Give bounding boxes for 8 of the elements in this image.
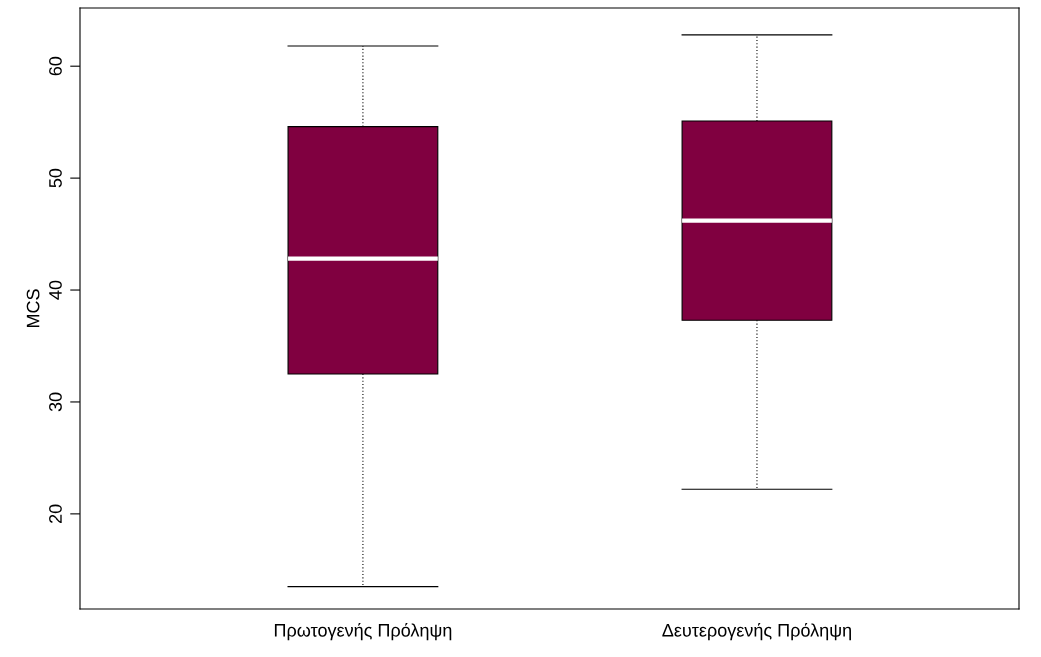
y-tick-label: 40 bbox=[49, 280, 62, 300]
x-tick-label: Πρωτογενής Πρόληψη bbox=[274, 622, 452, 641]
y-tick-label: 50 bbox=[49, 168, 62, 188]
y-tick-label: 60 bbox=[49, 56, 62, 76]
y-tick-label: 20 bbox=[49, 504, 62, 523]
x-tick-label: Δευτερογενής Πρόληψη bbox=[662, 622, 851, 641]
y-axis-title: MCS bbox=[26, 289, 40, 328]
y-tick-label: 30 bbox=[49, 392, 62, 412]
